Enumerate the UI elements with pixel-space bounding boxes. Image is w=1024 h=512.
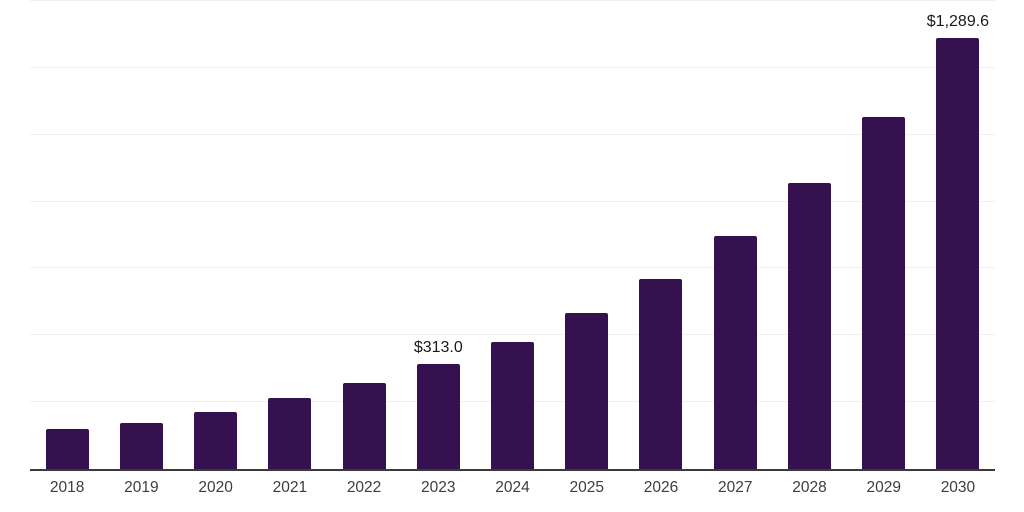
x-tick-label-2029: 2029	[866, 479, 901, 496]
bar-2019	[119, 422, 163, 469]
bar-group-2018	[30, 1, 104, 469]
x-tick-label-2023: 2023	[421, 479, 456, 496]
bar-2030	[936, 37, 980, 469]
bar-group-2022	[327, 1, 401, 469]
data-label-2023: $313.0	[413, 339, 463, 357]
bar-2024	[491, 342, 535, 469]
bars-container: $313.0 $1,289.6	[30, 1, 995, 469]
bar-2020	[194, 411, 238, 469]
x-tick-label-2024: 2024	[495, 479, 530, 496]
gridline-1000	[30, 134, 995, 135]
x-tick-label-2026: 2026	[643, 479, 679, 496]
bar-2021	[268, 397, 312, 469]
bar-2029	[862, 117, 906, 469]
bar-group-2027	[698, 1, 772, 469]
bar-group-2020	[178, 1, 252, 469]
gridline-1400	[30, 0, 995, 1]
x-tick-label-2020: 2020	[198, 479, 233, 496]
gridline-1200	[30, 67, 995, 68]
x-axis: 2018 2019 2020 2021 2022 2023 2024 2025 2026 2027…	[30, 477, 995, 499]
bar-2028	[787, 182, 831, 469]
bar-group-2028	[772, 1, 846, 469]
gridline-400	[30, 334, 995, 335]
bar-2022	[342, 383, 386, 469]
bar-group-2021	[253, 1, 327, 469]
data-label-2030: $1,289.6	[926, 12, 990, 30]
bar-2018	[45, 428, 89, 469]
plot-area: $313.0 $1,289.6	[30, 0, 995, 471]
x-tick-label-2021: 2021	[272, 479, 308, 496]
bar-group-2030: $1,289.6	[921, 1, 995, 469]
x-tick-label-2025: 2025	[569, 479, 604, 496]
x-tick-label-2018: 2018	[49, 479, 85, 496]
bar-group-2019	[104, 1, 178, 469]
x-tick-label-2019: 2019	[124, 479, 159, 496]
x-tick-label-2028: 2028	[792, 479, 827, 496]
bar-group-2023: $313.0	[401, 1, 475, 469]
bar-group-2029	[847, 1, 921, 469]
bar-group-2025	[550, 1, 624, 469]
gridline-600	[30, 267, 995, 268]
bar-2023	[416, 364, 460, 469]
bar-2026	[639, 278, 683, 469]
gridline-800	[30, 201, 995, 202]
bar-group-2024	[475, 1, 549, 469]
x-tick-label-2030: 2030	[940, 479, 976, 496]
bar-2025	[565, 312, 609, 469]
x-tick-label-2022: 2022	[346, 479, 382, 496]
bar-group-2026	[624, 1, 698, 469]
bar-2027	[713, 235, 757, 469]
x-tick-label-2027: 2027	[717, 479, 753, 496]
